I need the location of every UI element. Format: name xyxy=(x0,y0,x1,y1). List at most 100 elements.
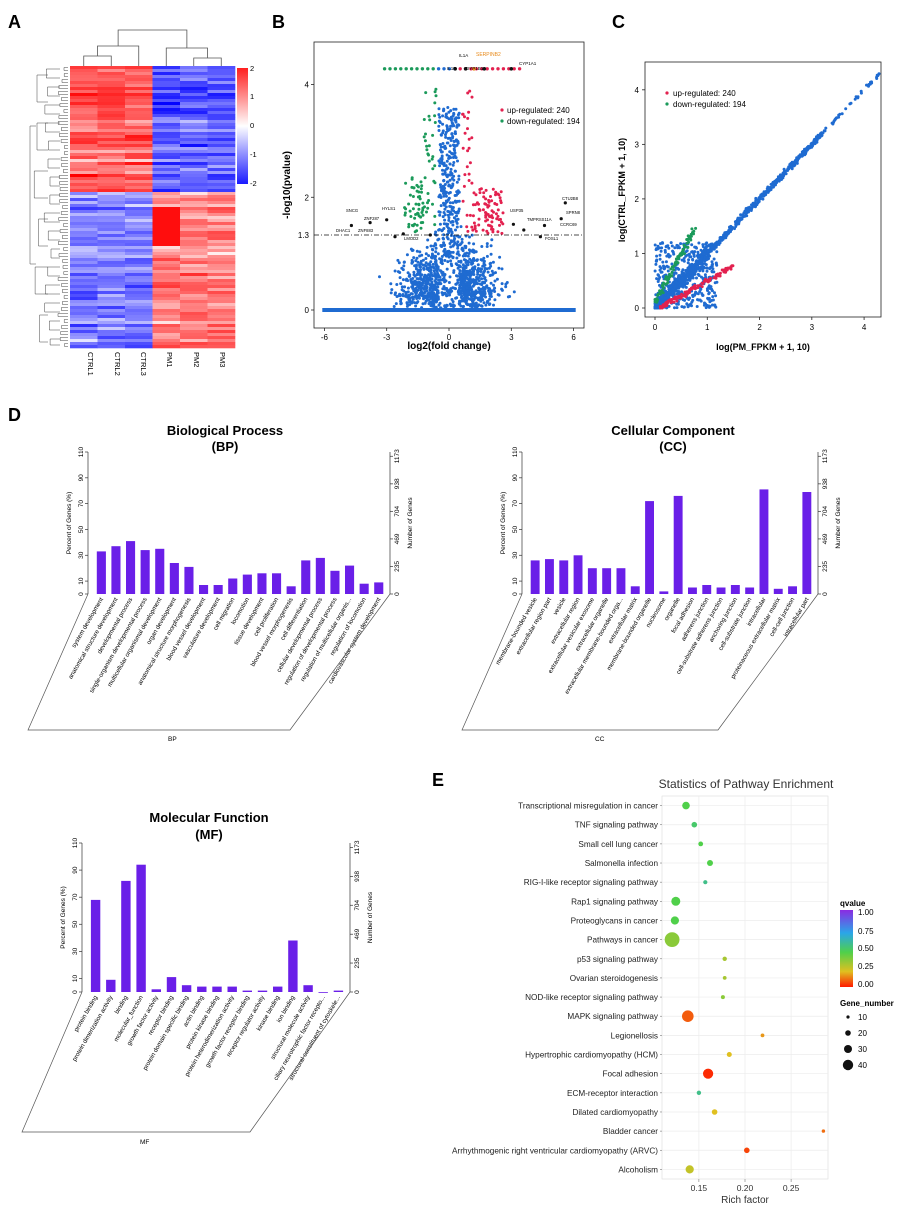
fpkm-point xyxy=(691,273,695,277)
panel-label-e: E xyxy=(432,770,444,790)
volcano-point xyxy=(440,259,444,263)
fpkm-point-up xyxy=(700,281,704,285)
heatmap-cell xyxy=(207,102,236,106)
go-bar xyxy=(688,587,697,594)
volcano-point xyxy=(410,301,414,305)
volcano-point xyxy=(406,290,410,294)
fpkm-point-down xyxy=(670,271,674,274)
volcano-point-down xyxy=(423,139,427,143)
dendro-branch xyxy=(117,29,188,48)
fpkm-point xyxy=(664,290,668,294)
go-bar xyxy=(121,880,131,992)
volcano-point-down xyxy=(411,195,415,198)
volcano-point xyxy=(472,303,476,307)
volcano-point-top xyxy=(480,67,484,71)
volcano-point-up xyxy=(477,202,480,206)
heatmap-cell xyxy=(180,318,208,322)
heatmap-cell xyxy=(152,321,181,325)
dendro-branch xyxy=(62,301,68,305)
volcano-point xyxy=(445,115,449,119)
dendro-branch xyxy=(63,295,68,299)
heatmap-cell xyxy=(152,141,181,145)
heatmap-cell xyxy=(70,90,98,94)
volcano-point xyxy=(483,266,487,270)
volcano-point xyxy=(463,252,467,256)
heatmap-cell xyxy=(207,120,236,124)
volcano-point xyxy=(456,278,460,282)
volcano-point xyxy=(403,285,407,289)
y-tick-label: 4 xyxy=(305,81,310,90)
volcano-point xyxy=(433,271,437,275)
x-tick-label: 0 xyxy=(447,333,452,342)
heatmap-cell xyxy=(70,129,98,133)
heatmap-cell xyxy=(207,93,236,97)
heatmap-cell xyxy=(125,333,153,337)
volcano-point-up xyxy=(467,179,471,182)
heatmap-cell xyxy=(207,144,236,148)
size-legend-dot xyxy=(846,1015,850,1019)
fpkm-point xyxy=(715,240,719,244)
volcano-point-up xyxy=(473,203,477,207)
cc-subtitle: (CC) xyxy=(659,439,686,454)
heatmap-cell xyxy=(125,279,153,283)
heatmap-cell xyxy=(97,120,126,124)
volcano-point-up xyxy=(499,201,503,205)
heatmap-cell xyxy=(70,120,98,124)
fpkm-point xyxy=(728,227,732,231)
heatmap-cell xyxy=(152,330,181,334)
dendro-branch xyxy=(60,331,68,335)
fpkm-point xyxy=(680,276,684,280)
heatmap-cell xyxy=(70,66,98,70)
go-bar xyxy=(745,587,755,594)
heatmap-cell xyxy=(97,198,126,202)
heatmap-cell xyxy=(125,192,153,196)
dendro-branch xyxy=(49,194,60,205)
volcano-point-down xyxy=(419,187,423,191)
fpkm-point-down xyxy=(656,293,660,297)
heatmap-cell xyxy=(97,231,126,235)
heatmap-cell xyxy=(152,282,181,286)
volcano-point xyxy=(446,141,450,145)
volcano-point xyxy=(439,244,443,248)
volcano-point-up xyxy=(474,193,478,197)
heatmap-cell xyxy=(97,306,126,310)
heatmap-cell xyxy=(207,78,236,82)
volcano-point xyxy=(415,263,418,267)
volcano-point-top xyxy=(469,67,473,71)
volcano-point xyxy=(443,213,447,217)
volcano-point xyxy=(448,242,452,245)
volcano-point xyxy=(452,107,456,111)
volcano-point-down xyxy=(431,167,435,171)
volcano-point xyxy=(441,189,444,193)
volcano-point xyxy=(444,113,448,117)
volcano-point xyxy=(445,127,449,131)
kegg-point xyxy=(682,1010,694,1022)
heatmap-cell xyxy=(207,309,236,313)
heatmap-cell xyxy=(152,261,181,265)
fpkm-point-up xyxy=(718,271,722,275)
heatmap-cell xyxy=(97,165,126,169)
volcano-point xyxy=(438,282,442,286)
left-tick-label: 70 xyxy=(72,893,79,901)
heatmap-cell xyxy=(152,93,181,97)
heatmap-cell xyxy=(180,219,208,223)
heatmap-cell xyxy=(97,141,126,145)
volcano-point xyxy=(424,257,428,260)
left-tick-label: 10 xyxy=(512,577,519,585)
fpkm-point xyxy=(783,169,787,173)
heatmap-cell xyxy=(152,189,181,193)
heatmap-cell xyxy=(180,210,208,214)
heatmap-cell xyxy=(180,297,208,301)
heatmap-cell xyxy=(180,90,208,94)
volcano-labeled-point xyxy=(542,223,547,228)
fpkm-point xyxy=(673,306,676,310)
heatmap-cell xyxy=(152,243,181,247)
heatmap-cell xyxy=(152,252,181,256)
go-bar xyxy=(659,591,669,594)
heatmap-cell xyxy=(152,117,181,121)
fpkm-point xyxy=(773,180,777,184)
volcano-point xyxy=(489,244,493,248)
kegg-pathway-label: Legionellosis xyxy=(611,1031,658,1040)
go-bar xyxy=(242,990,252,992)
